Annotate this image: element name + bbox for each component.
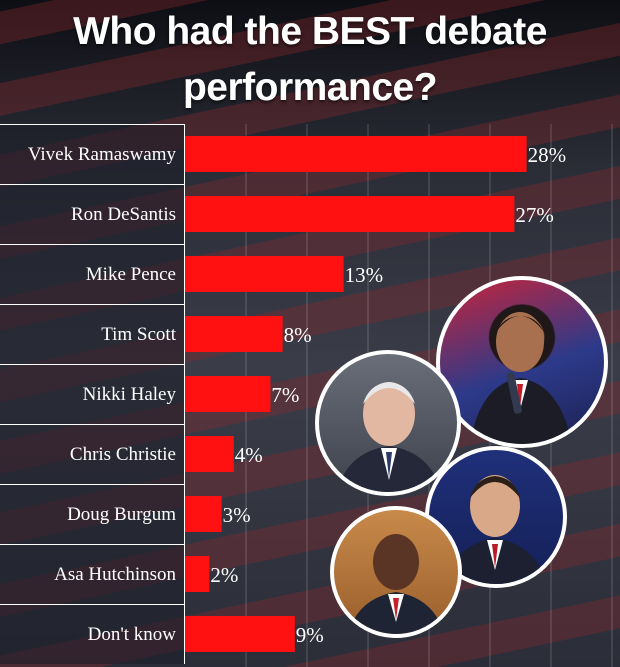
candidate-photo-ramaswamy	[436, 276, 608, 448]
data-label: 27%	[515, 203, 554, 227]
title-line-2: performance?	[182, 66, 438, 109]
chart-title: Who had the BEST debate performance?	[0, 4, 620, 116]
data-label: 13%	[345, 263, 384, 287]
pence-figure-icon	[337, 382, 441, 492]
bar	[185, 316, 283, 352]
category-label: Doug Burgum	[0, 484, 184, 544]
data-label: 8%	[284, 323, 312, 347]
data-label: 3%	[223, 503, 251, 527]
category-label: Nikki Haley	[0, 364, 184, 424]
title-line-1: Who had the BEST debate	[73, 10, 547, 53]
data-label: 28%	[528, 143, 567, 167]
bar	[185, 436, 234, 472]
desantis-figure-icon	[445, 475, 547, 584]
bar	[185, 136, 527, 172]
category-label: Ron DeSantis	[0, 184, 184, 244]
candidate-photo-scott	[330, 506, 462, 638]
bar	[185, 196, 515, 232]
category-label: Mike Pence	[0, 244, 184, 304]
data-label: 4%	[235, 443, 263, 467]
bar	[185, 376, 271, 412]
category-label: Don't know	[0, 604, 184, 664]
category-label: Vivek Ramaswamy	[0, 124, 184, 184]
category-label: Chris Christie	[0, 424, 184, 484]
data-label: 7%	[271, 383, 299, 407]
bar	[185, 256, 344, 292]
category-label: Asa Hutchinson	[0, 544, 184, 604]
bar	[185, 556, 210, 592]
bars-group: 28% 27% 13% 8% 7% 4% 3% 2% 9%	[185, 136, 566, 652]
scott-figure-icon	[348, 534, 444, 634]
data-label: 2%	[210, 563, 238, 587]
category-label: Tim Scott	[0, 304, 184, 364]
bar	[185, 496, 222, 532]
candidate-photo-pence	[315, 350, 461, 496]
bar	[185, 616, 295, 652]
data-label: 9%	[296, 623, 324, 647]
ramaswamy-figure-icon	[470, 312, 572, 444]
category-label-column: Vivek Ramaswamy Ron DeSantis Mike Pence …	[0, 124, 185, 664]
